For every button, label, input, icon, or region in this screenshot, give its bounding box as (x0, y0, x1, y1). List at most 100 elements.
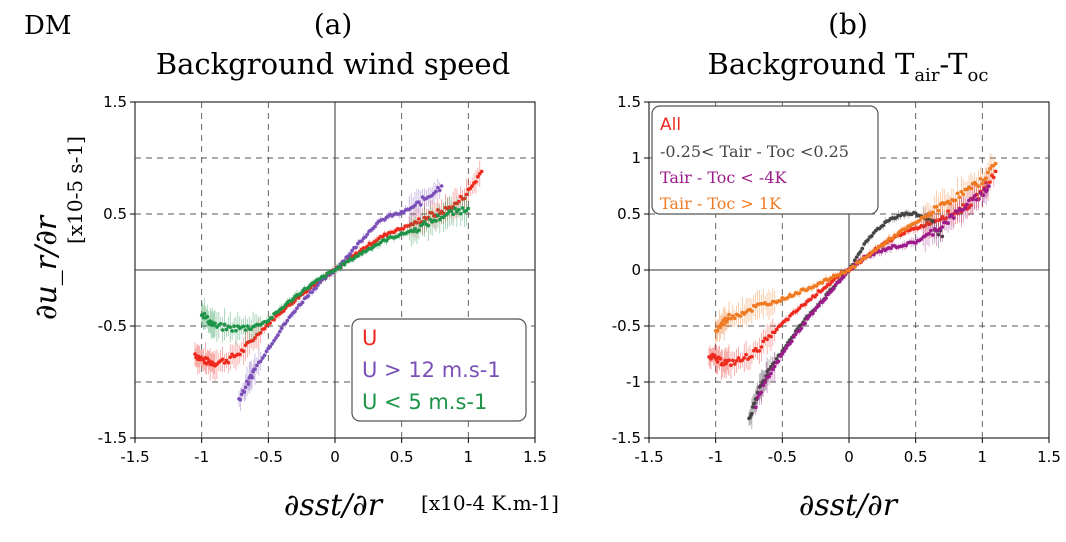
data-point (220, 328, 225, 332)
data-point (218, 321, 223, 326)
data-point (984, 176, 988, 180)
data-point (727, 312, 731, 317)
data-point (936, 208, 941, 213)
data-point (436, 208, 440, 212)
legend-b-item-all: All (660, 115, 681, 135)
data-point (293, 309, 297, 314)
series-b-3 (713, 153, 998, 344)
data-point (778, 299, 783, 303)
data-point (786, 317, 790, 322)
data-point (272, 338, 276, 343)
data-point (258, 359, 263, 364)
data-point (736, 356, 741, 360)
data-point (260, 356, 265, 360)
data-point (988, 166, 992, 171)
data-point (938, 217, 943, 222)
data-point (466, 206, 471, 211)
data-point (430, 211, 434, 215)
y-tick-label: -1.5 (612, 429, 641, 447)
data-point (879, 250, 884, 254)
data-point (464, 192, 469, 197)
legend-box-a (351, 318, 527, 422)
data-point (870, 234, 874, 238)
data-point (955, 191, 960, 196)
data-point (881, 223, 886, 228)
data-point (847, 268, 851, 273)
figure-tag: DM (24, 11, 71, 41)
y-tick-label: -0.5 (98, 317, 127, 335)
x-tick-label: -0.5 (768, 448, 797, 466)
data-point (234, 328, 238, 333)
data-point (843, 271, 847, 275)
data-point (972, 194, 977, 198)
data-point (279, 326, 284, 331)
data-point (415, 220, 419, 225)
data-point (803, 321, 807, 326)
data-point (759, 345, 764, 349)
data-point (929, 228, 933, 233)
data-point (310, 290, 314, 294)
data-point (413, 203, 417, 208)
x-tick-label: -1.5 (634, 448, 663, 466)
data-point (238, 397, 243, 402)
data-point (380, 235, 385, 239)
data-point (476, 174, 480, 179)
data-point (291, 297, 295, 301)
data-point (750, 354, 754, 359)
data-point (723, 316, 727, 321)
y-tick-label: -1.5 (98, 429, 127, 447)
x-tick-label: -0.5 (254, 448, 283, 466)
data-point (774, 357, 779, 361)
x-tick-label: 1.5 (1037, 448, 1061, 466)
data-point (365, 232, 370, 237)
data-point (715, 360, 720, 364)
data-point (346, 259, 351, 263)
data-point (738, 314, 743, 318)
data-point (750, 411, 754, 416)
data-point (245, 379, 249, 384)
data-point (991, 175, 996, 180)
data-point (772, 364, 777, 369)
data-point (245, 324, 250, 328)
data-point (858, 249, 863, 254)
data-point (993, 161, 998, 166)
data-point (718, 325, 723, 330)
data-point (837, 279, 842, 284)
data-point (814, 284, 819, 288)
data-point (314, 286, 318, 291)
series-b (707, 153, 998, 430)
data-point (226, 360, 231, 365)
data-point (757, 349, 762, 353)
data-point (902, 231, 907, 236)
data-point (220, 357, 225, 362)
data-point (243, 343, 248, 347)
data-point (793, 332, 798, 337)
data-point (904, 243, 908, 248)
data-point (961, 192, 966, 197)
data-point (350, 248, 354, 253)
data-point (866, 238, 870, 242)
x-axis-unit: [x10-4 K.m-1] (421, 491, 559, 515)
data-point (917, 218, 922, 223)
data-point (270, 315, 274, 320)
data-point (228, 325, 233, 329)
legend-a-item-u-high: U > 12 m.s-1 (362, 358, 501, 382)
data-point (780, 352, 785, 356)
data-point (439, 184, 444, 188)
data-point (751, 405, 755, 409)
data-point (422, 220, 427, 224)
data-point (474, 180, 478, 184)
data-point (722, 322, 727, 327)
data-point (923, 223, 927, 228)
data-point (929, 213, 933, 217)
data-point (891, 236, 895, 241)
data-point (771, 367, 775, 372)
data-point (950, 213, 954, 217)
data-point (237, 352, 242, 357)
data-point (447, 205, 452, 209)
legend-box-b (651, 105, 879, 215)
panel-a: -1.5 -1 -0.5 0 0.5 1 1.5 1.5 0.5 -0.5 -1.5 U U > 1… (98, 93, 547, 466)
data-point (363, 235, 368, 239)
data-point (268, 344, 273, 349)
data-point (931, 210, 935, 215)
